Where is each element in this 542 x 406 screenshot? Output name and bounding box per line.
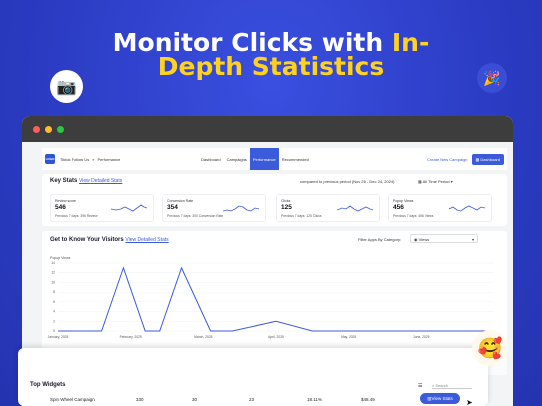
- stat-label: Clicks: [281, 199, 291, 203]
- y-tick-label: 4: [53, 310, 55, 314]
- chevron-down-icon: ▾: [471, 237, 474, 242]
- top-nav: LOGO Tiktok Follow Us » Performance Dash…: [42, 148, 507, 170]
- create-campaign-link[interactable]: Create New Campaign: [427, 156, 468, 162]
- views-icon: ◉: [414, 237, 419, 242]
- key-stats-header: Key Stats View Detailed Stats: [50, 178, 122, 184]
- category-select-value: Views: [418, 237, 430, 242]
- stat-card-conversion[interactable]: Conversion Rate 354 Previous 7 days: 300…: [162, 194, 266, 222]
- close-dot[interactable]: [33, 125, 40, 133]
- top-widgets-panel: Top Widgets ☰ ⌕ Search Spin Wheel Campai…: [18, 348, 488, 406]
- chart-icon: ▥: [427, 395, 432, 401]
- grid-icon: ▦: [475, 156, 481, 162]
- widget-name: Spin Wheel Campaign: [50, 397, 95, 402]
- breadcrumb-app[interactable]: Tiktok Follow Us: [60, 156, 90, 162]
- stat-card-popup-views[interactable]: Popup Views 456 Previous 7 days: 456 Vie…: [388, 194, 492, 222]
- series-line-popup-views: [58, 266, 494, 332]
- stat-value: 546: [55, 204, 66, 211]
- nav-tabs: Dashboard Campaigns Performance Recommen…: [198, 148, 312, 170]
- cell: 30: [192, 397, 198, 402]
- stat-value: 125: [281, 204, 292, 211]
- x-tick-label: May, 2025: [341, 335, 356, 339]
- visitors-card: Get to Know Your Visitors View Detailed …: [42, 231, 507, 351]
- key-stats-title: Key Stats: [50, 178, 78, 184]
- sparkline: [223, 205, 259, 212]
- cell: 18.11%: [307, 397, 322, 402]
- top-widgets-title: Top Widgets: [30, 382, 66, 388]
- compared-text: compared to previous period (Nov 25 - De…: [300, 179, 395, 184]
- tab-performance[interactable]: Performance: [249, 148, 279, 170]
- x-tick-label: March, 2025: [194, 335, 212, 339]
- stat-value: 354: [167, 204, 178, 211]
- cell: 330: [136, 397, 144, 402]
- stat-label: Review score: [55, 199, 77, 203]
- y-tick-label: 14: [51, 261, 55, 265]
- chevron-down-icon: ▾: [449, 179, 453, 184]
- line-chart: 14 12 10 8 6 4 2 0 January, 2025 February, 2025 Ma…: [48, 261, 503, 339]
- y-tick-label: 12: [51, 271, 55, 275]
- series-label: Popup Views: [50, 256, 71, 260]
- filter-icon[interactable]: ☰: [418, 383, 423, 389]
- search-icon: ⌕: [432, 383, 436, 388]
- breadcrumb-separator: »: [92, 156, 95, 162]
- x-tick-label: April, 2025: [268, 335, 284, 339]
- visitors-header: Get to Know Your Visitors View Detailed …: [50, 237, 169, 243]
- stat-card-clicks[interactable]: Clicks 125 Previous 7 days: 125 Clicks: [276, 194, 380, 222]
- view-stats-button[interactable]: ▥ View Stats: [420, 393, 460, 404]
- y-tick-label: 2: [53, 319, 55, 323]
- tab-campaigns[interactable]: Campaigns: [226, 156, 247, 162]
- app-logo: LOGO: [45, 154, 55, 164]
- camera-icon: 📷: [50, 70, 83, 103]
- calendar-icon: ▦: [418, 179, 423, 184]
- y-tick-label: 8: [53, 290, 55, 294]
- y-tick-label: 6: [53, 300, 55, 304]
- tab-recommended[interactable]: Recommended: [281, 156, 309, 162]
- dashboard-button[interactable]: ▦ Dashboard: [471, 153, 504, 165]
- stat-label: Popup Views: [393, 199, 414, 203]
- tab-dashboard[interactable]: Dashboard: [201, 156, 221, 162]
- period-select[interactable]: ▦ All Time Period ▾: [418, 179, 453, 184]
- sparkline: [111, 204, 147, 212]
- stat-card-review[interactable]: Review score 546 Previous 7 days: 396 Re…: [50, 194, 154, 222]
- search-input[interactable]: ⌕ Search: [432, 383, 472, 389]
- visitors-link[interactable]: View Detailed Stats: [125, 237, 169, 243]
- smiley-icon: 🥰: [472, 330, 508, 366]
- category-select[interactable]: ◉ Views ▾: [410, 234, 478, 243]
- minimize-dot[interactable]: [45, 125, 52, 133]
- key-stats-link[interactable]: View Detailed Stats: [79, 178, 123, 184]
- key-stats-card: Key Stats View Detailed Stats compared t…: [42, 174, 507, 226]
- x-tick-label: February, 2025: [120, 335, 142, 339]
- x-tick-label: June, 2025: [413, 335, 429, 339]
- app-content: LOGO Tiktok Follow Us » Performance Dash…: [22, 142, 513, 406]
- breadcrumb: Tiktok Follow Us » Performance: [60, 157, 120, 162]
- view-stats-label: View Stats: [431, 396, 453, 401]
- headline-line-1: Monitor Clicks with In-: [112, 28, 430, 57]
- stat-previous: Previous 7 days: 125 Clicks: [281, 214, 322, 218]
- cell: $48.49: [361, 397, 375, 402]
- dashboard-button-label: Dashboard: [480, 156, 500, 162]
- maximize-dot[interactable]: [57, 125, 64, 133]
- x-tick-label: January, 2025: [48, 335, 69, 339]
- stat-previous: Previous 7 days: 456 Views: [393, 214, 434, 218]
- sparkline: [337, 205, 373, 212]
- stat-value: 456: [393, 204, 404, 211]
- window-titlebar: [22, 116, 513, 142]
- stat-previous: Previous 7 days: 396 Review: [55, 214, 98, 218]
- y-tick-label: 10: [51, 280, 55, 284]
- breadcrumb-page: Performance: [97, 156, 121, 162]
- stat-label: Conversion Rate: [167, 199, 194, 203]
- y-tick-label: 0: [53, 329, 55, 333]
- visitors-title: Get to Know Your Visitors: [50, 237, 124, 243]
- stat-previous: Previous 7 days: 300 Conversion Rate: [167, 214, 224, 218]
- cell: 23: [249, 397, 255, 402]
- nav-actions: Create New Campaign ▦ Dashboard: [427, 148, 504, 170]
- party-popper-icon: 🎉: [477, 63, 507, 93]
- cursor-icon: ➤: [466, 398, 473, 406]
- sparkline: [449, 205, 485, 212]
- headline-line-2: Depth Statistics: [157, 52, 385, 81]
- filter-label: Filter Apps By Category:: [358, 237, 402, 242]
- period-label: All Time Period: [422, 179, 450, 184]
- search-placeholder: Search: [435, 383, 449, 388]
